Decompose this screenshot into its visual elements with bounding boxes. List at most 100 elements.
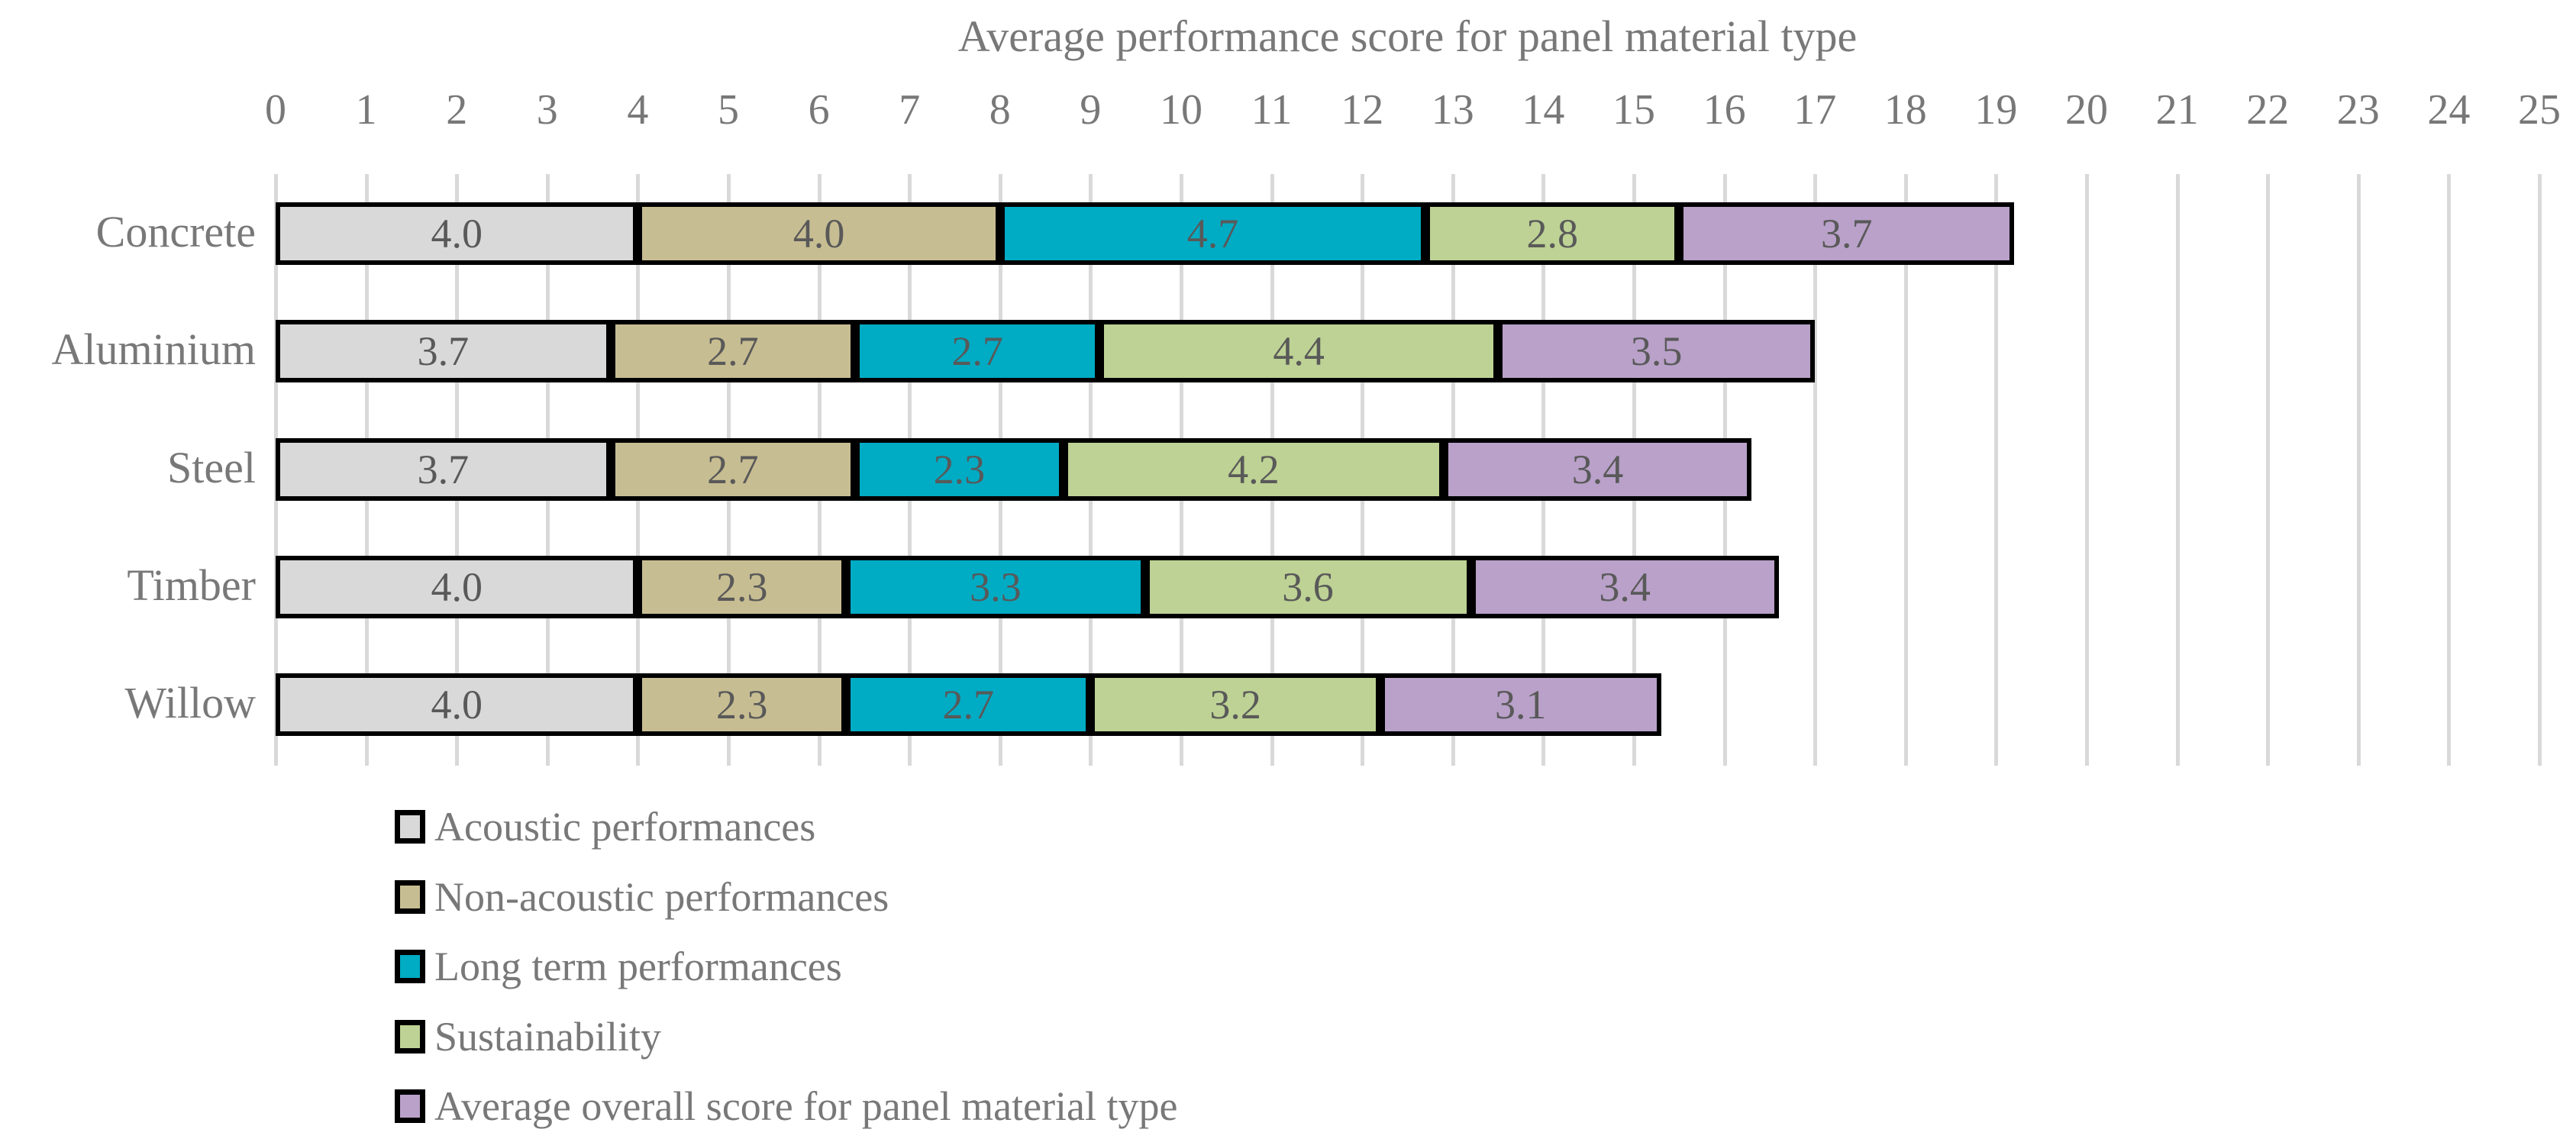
- x-axis-tick-label: 25: [2518, 86, 2561, 134]
- bar-segment: 3.7: [1679, 202, 2015, 265]
- x-axis-tick-label: 18: [1884, 86, 1927, 134]
- legend-label: Average overall score for panel material…: [434, 1083, 1178, 1129]
- legend-swatch: [395, 1019, 425, 1053]
- bar-segment: 2.3: [638, 556, 847, 618]
- data-label: 3.1: [1494, 682, 1547, 728]
- data-label: 3.2: [1209, 682, 1261, 728]
- data-label: 4.0: [431, 682, 483, 728]
- legend-item: Acoustic performances: [395, 803, 815, 850]
- data-label: 3.4: [1599, 564, 1651, 610]
- x-axis-tick-label: 17: [1793, 86, 1837, 134]
- x-axis-tick-label: 13: [1431, 86, 1474, 134]
- data-label: 3.4: [1571, 447, 1624, 492]
- category-label: Steel: [167, 443, 256, 492]
- bar-segment: 4.0: [276, 673, 638, 736]
- legend-item: Sustainability: [395, 1013, 661, 1060]
- bar-segment: 2.7: [846, 673, 1091, 736]
- bar-segment: 2.7: [855, 320, 1100, 382]
- data-label: 4.7: [1186, 211, 1239, 257]
- x-axis-tick-label: 14: [1522, 86, 1565, 134]
- bar-segment: 4.0: [276, 556, 638, 618]
- bar-segment: 2.7: [610, 320, 856, 382]
- bar-segment: 3.4: [1443, 438, 1752, 501]
- bar-segment: 3.2: [1090, 673, 1380, 736]
- x-axis-tick-label: 2: [446, 86, 468, 134]
- x-axis-tick-label: 11: [1251, 86, 1293, 134]
- data-label: 3.7: [1820, 211, 1873, 257]
- data-label: 2.3: [933, 447, 986, 492]
- gridline: [2266, 174, 2271, 766]
- bar-segment: 3.6: [1144, 556, 1471, 618]
- legend-swatch: [395, 810, 425, 844]
- x-axis-tick-label: 19: [1974, 86, 2018, 134]
- gridline: [1903, 174, 1908, 766]
- category-label: Concrete: [95, 207, 256, 257]
- legend-label: Long term performances: [434, 944, 842, 989]
- legend-swatch: [395, 950, 425, 983]
- x-axis-tick-label: 0: [265, 86, 286, 134]
- bar-segment: 4.0: [276, 202, 638, 265]
- bar-segment: 3.7: [276, 438, 611, 501]
- legend-item: Long term performances: [395, 943, 842, 990]
- x-axis-tick-label: 12: [1341, 86, 1384, 134]
- bar-segment: 3.1: [1380, 673, 1661, 736]
- x-axis-tick-label: 10: [1160, 86, 1202, 134]
- x-axis-tick-label: 4: [627, 86, 649, 134]
- x-axis-tick-label: 24: [2427, 86, 2471, 134]
- data-label: 4.0: [431, 564, 483, 610]
- gridline: [1994, 174, 1999, 766]
- data-label: 2.7: [951, 328, 1003, 374]
- legend-label: Acoustic performances: [434, 804, 816, 850]
- x-axis-tick-label: 15: [1612, 86, 1655, 134]
- bar-segment: 3.3: [846, 556, 1145, 618]
- bar-segment: 2.8: [1425, 202, 1680, 265]
- legend-swatch: [395, 1089, 425, 1123]
- category-label: Timber: [127, 560, 256, 610]
- data-label: 4.0: [792, 211, 845, 257]
- data-label: 3.7: [417, 447, 470, 492]
- bar-segment: 3.7: [276, 320, 611, 382]
- gridline: [2175, 174, 2180, 766]
- data-label: 2.7: [707, 447, 759, 492]
- gridline: [1813, 174, 1818, 766]
- data-label: 4.0: [431, 211, 483, 257]
- gridline: [2538, 174, 2542, 766]
- x-axis-tick-label: 6: [808, 86, 830, 134]
- bar-segment: 2.7: [610, 438, 856, 501]
- legend-swatch: [395, 879, 425, 914]
- bar-segment: 4.4: [1099, 320, 1499, 382]
- data-label: 2.3: [716, 682, 768, 728]
- data-label: 3.7: [417, 328, 470, 374]
- x-axis-tick-label: 3: [536, 86, 558, 134]
- x-axis-tick-label: 5: [718, 86, 739, 134]
- bar-segment: 2.3: [638, 673, 847, 736]
- bar-segment: 3.4: [1470, 556, 1779, 618]
- x-axis-tick-label: 8: [989, 86, 1011, 134]
- legend-label: Sustainability: [434, 1013, 661, 1060]
- data-label: 3.3: [970, 564, 1022, 610]
- bar-segment: 4.0: [638, 202, 1000, 265]
- x-axis-tick-label: 1: [355, 86, 377, 134]
- x-axis-tick-label: 20: [2065, 86, 2108, 134]
- bar-segment: 4.7: [999, 202, 1426, 265]
- data-label: 2.7: [942, 682, 995, 728]
- category-label: Aluminium: [51, 324, 256, 374]
- x-axis-tick-label: 9: [1080, 86, 1102, 134]
- data-label: 2.3: [716, 564, 768, 610]
- x-axis-tick-label: 23: [2336, 86, 2380, 134]
- data-label: 3.5: [1630, 328, 1683, 374]
- x-axis-tick-label: 16: [1703, 86, 1746, 134]
- data-label: 3.6: [1282, 564, 1334, 610]
- x-axis-tick-label: 7: [899, 86, 921, 134]
- data-label: 2.7: [707, 328, 759, 374]
- gridline: [2447, 174, 2452, 766]
- legend-label: Non-acoustic performances: [434, 873, 889, 920]
- legend-item: Average overall score for panel material…: [395, 1083, 1178, 1130]
- data-label: 4.2: [1228, 447, 1280, 492]
- data-label: 4.4: [1273, 328, 1325, 374]
- chart-title: Average performance score for panel mate…: [957, 11, 1858, 61]
- bar-segment: 4.2: [1063, 438, 1444, 501]
- bar-segment: 2.3: [855, 438, 1064, 501]
- gridline: [2356, 174, 2361, 766]
- data-label: 2.8: [1526, 211, 1579, 257]
